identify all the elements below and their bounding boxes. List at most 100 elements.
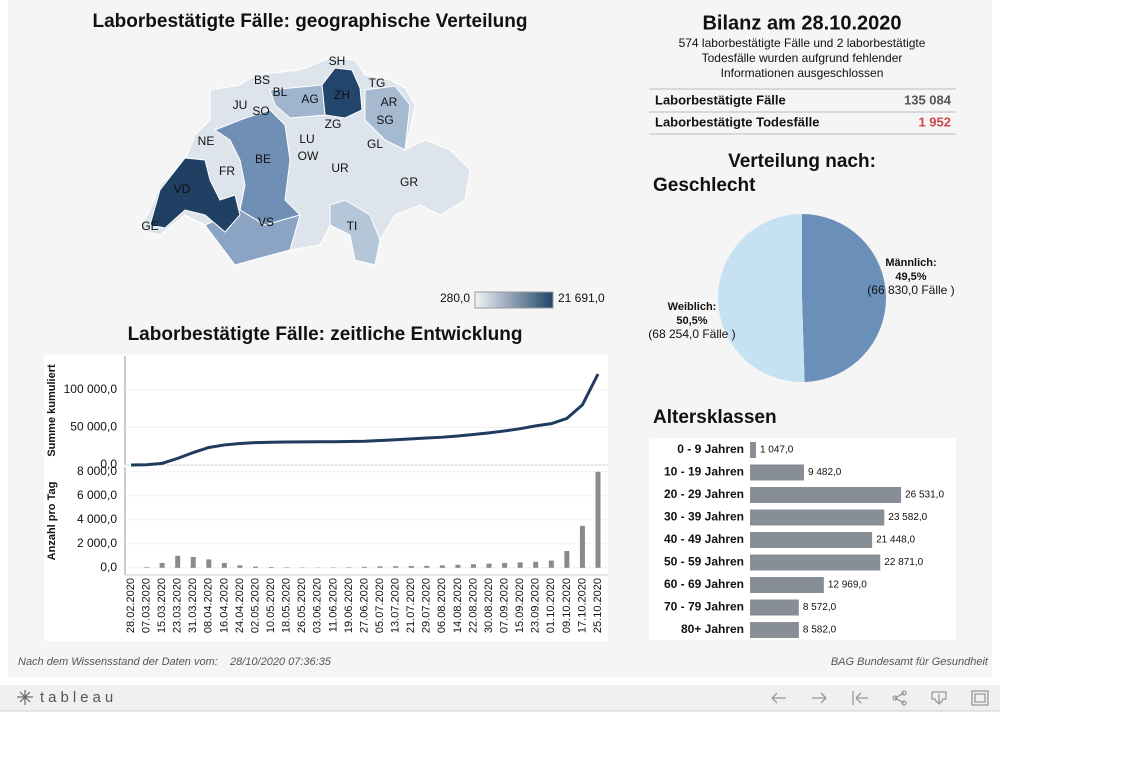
bar (750, 487, 902, 503)
chart-subtitle: Geschlecht (653, 175, 756, 196)
redo-icon[interactable] (812, 692, 827, 704)
canton-label: SH (329, 54, 346, 68)
x-tick-label: 03.06.2020 (312, 578, 324, 633)
x-tick-label: 10.05.2020 (265, 578, 277, 633)
slice-count-label: (66 830,0 Fälle ) (867, 283, 954, 297)
time-panel (44, 355, 608, 641)
bar (439, 565, 445, 568)
bar (579, 525, 585, 568)
bar (268, 567, 274, 568)
canton-label: LU (299, 132, 314, 146)
x-tick-label: 06.08.2020 (436, 578, 448, 633)
x-tick-label: 31.03.2020 (187, 578, 199, 633)
canton-label: SO (252, 104, 269, 118)
balance-note: 574 laborbestätigte Fälle und 2 laborbes… (679, 36, 926, 50)
canton-label: OW (298, 149, 319, 163)
row-value: 1 952 (918, 114, 951, 129)
x-tick-label: 28.02.2020 (125, 578, 137, 633)
bar-value-label: 12 969,0 (828, 580, 867, 591)
toolbar (0, 685, 1000, 711)
bar (750, 464, 804, 481)
fullscreen-icon[interactable] (971, 690, 989, 706)
canton-label: JU (233, 98, 248, 112)
y-tick-label: 100 000,0 (64, 382, 118, 396)
canton-area (329, 199, 381, 266)
y-tick-label: 80+ Jahren (681, 622, 744, 636)
pie-slice (802, 214, 887, 382)
x-tick-label: 27.06.2020 (358, 578, 370, 633)
x-tick-label: 26.05.2020 (296, 578, 308, 633)
y-axis-label: Summe kumuliert (46, 364, 58, 457)
bar (237, 565, 243, 568)
y-tick-label: 0,0 (100, 457, 117, 471)
bar (548, 560, 554, 568)
bar-value-label: 22 871,0 (884, 557, 923, 568)
balance-title: Bilanz am 28.10.2020 (702, 12, 901, 34)
undo-icon[interactable] (771, 692, 786, 704)
footer-text: Nach dem Wissensstand der Daten vom: (18, 656, 218, 668)
row-label: Laborbestätigte Todesfälle (655, 114, 819, 129)
bar (424, 565, 430, 568)
y-tick-label: 6 000,0 (77, 488, 117, 502)
x-tick-label: 30.08.2020 (483, 578, 495, 633)
legend-gradient (474, 291, 554, 309)
cumulative-line (130, 373, 600, 467)
slice-count-label: (68 254,0 Fälle ) (648, 327, 735, 341)
x-tick-label: 23.09.2020 (530, 578, 542, 633)
slice-value-label: 50,5% (676, 315, 707, 327)
revert-icon[interactable] (852, 691, 868, 705)
canton-label: UR (331, 161, 349, 175)
footer-source: BAG Bundesamt für Gesundheit (831, 656, 989, 668)
slice-label: Weiblich: (668, 301, 717, 313)
canton-label: TG (369, 76, 386, 90)
bar (750, 622, 799, 638)
y-tick-label: 70 - 79 Jahren (664, 600, 744, 614)
y-tick-label: 40 - 49 Jahren (664, 532, 744, 546)
y-tick-label: 60 - 69 Jahren (664, 577, 744, 591)
y-tick-label: 50 - 59 Jahren (664, 555, 744, 569)
canton-area (149, 157, 241, 233)
tableau-logo-icon (17, 690, 33, 705)
download-icon[interactable] (931, 691, 947, 705)
slice-value-label: 49,5% (895, 271, 926, 283)
bar-value-label: 1 047,0 (760, 445, 794, 456)
x-tick-label: 15.03.2020 (156, 578, 168, 633)
x-tick-label: 08.04.2020 (203, 578, 215, 633)
bar (502, 563, 508, 568)
bar-value-label: 23 582,0 (888, 512, 927, 523)
canton-label: BE (255, 152, 271, 166)
tableau-brand: tableau (40, 689, 117, 706)
x-tick-label: 22.08.2020 (467, 578, 479, 633)
y-axis-label: Anzahl pro Tag (46, 482, 58, 561)
canton-area (321, 67, 363, 119)
x-tick-label: 02.05.2020 (249, 578, 261, 633)
bar (750, 599, 799, 616)
map (139, 57, 471, 266)
y-tick-label: 10 - 19 Jahren (664, 465, 744, 479)
y-tick-label: 50 000,0 (70, 420, 117, 434)
x-tick-label: 15.09.2020 (514, 578, 526, 633)
canton-area (269, 84, 326, 119)
y-tick-label: 30 - 39 Jahren (664, 510, 744, 524)
x-tick-label: 29.07.2020 (421, 578, 433, 633)
canton-label: SG (376, 113, 393, 127)
bar-value-label: 8 582,0 (803, 625, 837, 636)
x-tick-label: 25.10.2020 (592, 578, 604, 633)
bar (750, 554, 881, 571)
balance-note: Informationen ausgeschlossen (721, 66, 884, 80)
canton-label: NE (198, 134, 215, 148)
x-tick-label: 17.10.2020 (576, 578, 588, 633)
share-icon[interactable] (892, 690, 907, 706)
bar-value-label: 8 572,0 (803, 602, 837, 613)
x-tick-label: 01.10.2020 (545, 578, 557, 633)
bar (750, 577, 824, 593)
bar (533, 561, 539, 568)
canton-label: ZH (334, 88, 350, 102)
bar (750, 442, 756, 458)
x-tick-label: 23.03.2020 (172, 578, 184, 633)
canton-label: ZG (325, 117, 342, 131)
bar (377, 566, 383, 568)
x-tick-label: 14.08.2020 (452, 578, 464, 633)
canton-label: BL (273, 85, 288, 99)
x-tick-label: 11.06.2020 (327, 578, 339, 632)
